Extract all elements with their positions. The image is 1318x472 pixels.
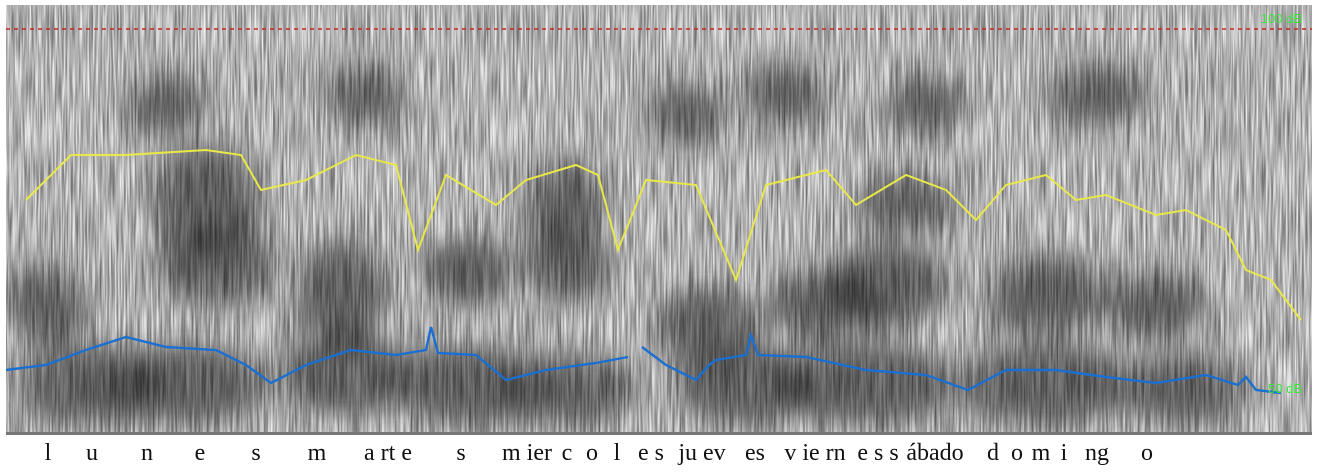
transcript-segment: e s	[638, 440, 664, 466]
lower-contour-line	[6, 326, 629, 385]
upper-contour-line	[25, 148, 1302, 321]
transcript-segment: v ie rn	[784, 440, 846, 466]
transcript-segment: s	[456, 440, 466, 466]
transcript-segment: ng	[1085, 440, 1109, 466]
transcript-segment: c	[561, 440, 573, 466]
transcript-segment: o	[1011, 440, 1023, 466]
transcript-segment: o	[586, 440, 598, 466]
lower-contour-line-segment	[641, 330, 1282, 395]
transcript-row: l u n e s m a rt e s m ier c o l e s ju …	[0, 436, 1318, 470]
transcript-segment: l	[613, 440, 621, 466]
transcript-segment: m ier	[502, 440, 552, 466]
time-axis-baseline	[6, 432, 1312, 435]
transcript-segment: n	[141, 440, 153, 466]
spectrogram-grain	[6, 5, 1312, 432]
db-top-label: 100 dB	[1260, 11, 1302, 26]
transcript-segment: l	[44, 440, 52, 466]
spectrogram-canvas	[6, 5, 1312, 432]
transcript-segment: d	[987, 440, 999, 466]
transcript-segment: a rt e	[364, 440, 412, 466]
transcript-segment: m	[307, 440, 327, 466]
transcript-segment: ju ev	[678, 440, 726, 466]
transcript-segment: i	[1060, 440, 1068, 466]
spectrogram: 100 dB 50 dB	[6, 5, 1312, 432]
transcript-segment: e	[194, 440, 206, 466]
transcript-segment: ábado	[906, 440, 964, 466]
transcript-segment: u	[86, 440, 98, 466]
transcript-segment: s	[251, 440, 261, 466]
transcript-segment: es	[745, 440, 765, 466]
transcript-segment: m	[1031, 440, 1051, 466]
transcript-segment: o	[1141, 440, 1153, 466]
transcript-segment: e s s	[857, 440, 899, 466]
db-bottom-label: 50 dB	[1268, 381, 1302, 396]
